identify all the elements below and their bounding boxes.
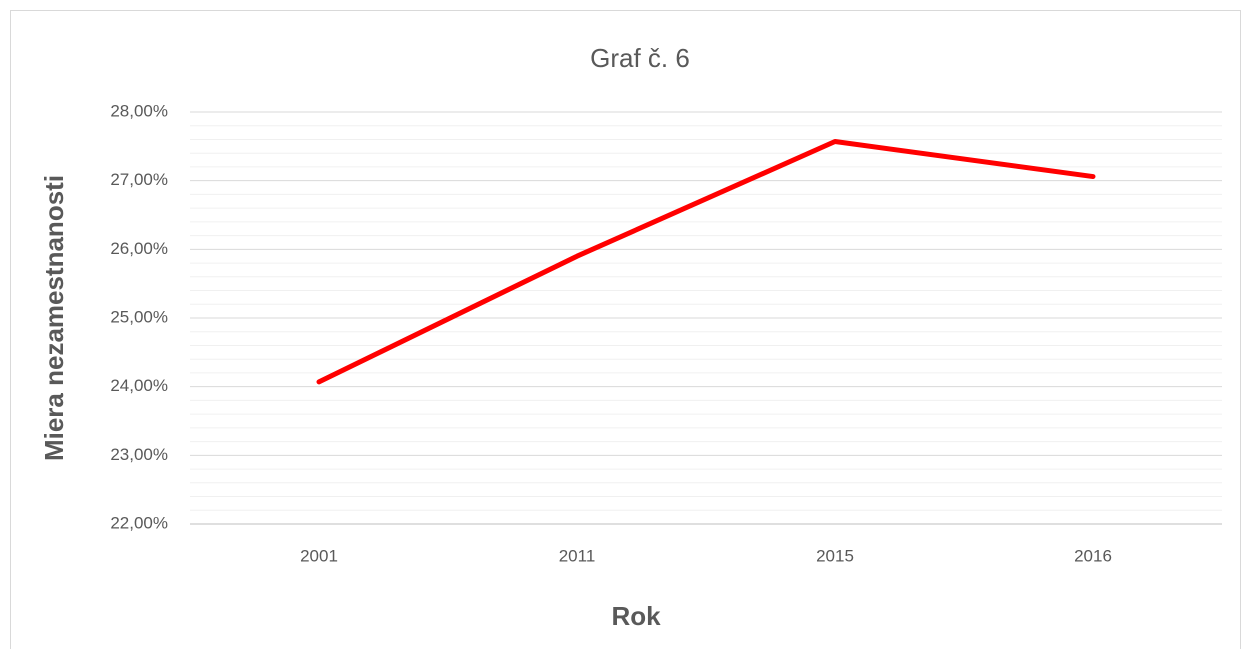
data-line	[316, 139, 1096, 385]
y-tick-label: 28,00%	[110, 101, 168, 120]
y-tick-label: 23,00%	[110, 445, 168, 464]
chart-title: Graf č. 6	[590, 43, 690, 73]
y-tick-label: 24,00%	[110, 376, 168, 395]
y-tick-label: 27,00%	[110, 170, 168, 189]
x-tick-label: 2015	[816, 546, 854, 565]
x-tick-label: 2016	[1074, 546, 1112, 565]
y-axis-label: Miera nezamestnanosti	[39, 175, 69, 461]
y-tick-label: 25,00%	[110, 307, 168, 326]
x-axis-label: Rok	[611, 601, 661, 631]
x-tick-label: 2011	[559, 546, 596, 565]
y-tick-label: 22,00%	[110, 513, 168, 532]
x-tick-label: 2001	[300, 546, 338, 565]
chart-border	[10, 10, 1241, 649]
y-tick-label: 26,00%	[110, 239, 168, 258]
